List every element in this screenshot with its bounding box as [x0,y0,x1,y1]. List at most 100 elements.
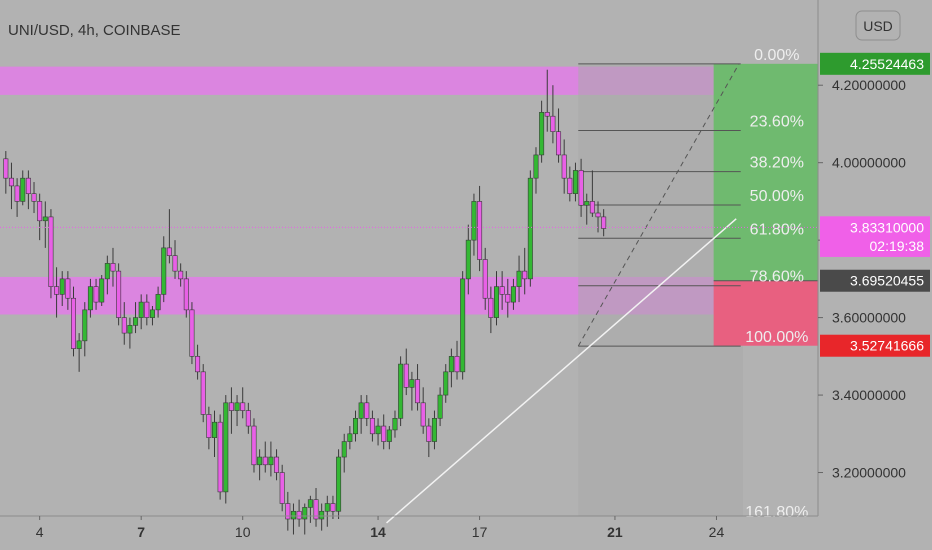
candle [341,433,347,473]
candle-body [240,402,246,411]
candle-body [37,201,43,222]
candle [14,178,20,217]
candle [127,317,133,349]
candle-body [172,255,178,272]
position-loss-area[interactable] [713,280,819,346]
position-profit-area[interactable] [713,63,819,281]
candle [375,418,381,446]
candle-body [189,309,195,357]
price-badge-bg [820,216,930,239]
candle [155,286,161,318]
candle-body [144,301,150,318]
candle [533,147,539,194]
candle-body [431,418,437,442]
candle-body [195,356,201,373]
candle [454,340,460,380]
candle [144,294,150,326]
candle [183,271,189,318]
candle-body [358,402,364,419]
candle-body [448,356,454,373]
candle-body [415,379,421,404]
candle [381,414,387,450]
candle [234,395,240,427]
time-axis[interactable]: 4 7 10 14 17 21 24 [36,516,725,540]
candle-body [166,247,172,256]
candle-body [302,507,308,520]
candle [54,267,60,318]
candle [82,302,88,357]
candle-body [477,201,483,260]
candle [76,333,82,372]
candle-body [567,177,573,194]
candle [212,410,218,458]
candle-body [262,456,268,466]
candle-body [313,499,319,520]
candle [31,182,37,214]
price-badge-label: 3.83310000 [850,219,924,235]
price-badge: 3.69520455 [820,269,930,292]
fib-trend-line[interactable] [577,63,740,347]
candle [313,488,319,527]
candle [189,302,195,365]
fib-level-label: 0.00% [754,47,799,64]
currency-button-bg[interactable] [855,10,901,41]
candle [206,406,212,450]
candle-body [426,425,432,442]
candle-body [527,177,533,280]
candle [561,139,567,194]
candle-body [352,418,358,435]
candle-body [206,414,212,438]
candle-body [409,379,415,388]
candle-body [544,112,550,117]
candle-body [116,270,122,318]
candle-body [454,356,460,373]
currency-button[interactable]: USD [855,10,901,41]
candle-body [522,270,528,280]
price-tick-label: 4.00000000 [832,155,906,171]
candle [116,263,122,326]
candle-body [93,286,99,303]
candle [398,356,404,427]
candle-body [87,286,93,311]
trendline-group[interactable] [386,218,737,524]
candle [172,240,178,279]
candle [166,209,172,264]
candle [3,151,9,194]
candle-body [104,263,110,280]
candle [302,503,308,535]
candle [527,170,533,287]
price-badge-bg [820,334,930,357]
candle [488,286,494,334]
candle-body [505,294,511,303]
long-position[interactable] [578,63,819,516]
candle [443,364,449,403]
price-badge: 4.25524463 [820,52,930,75]
candle-body [245,410,251,427]
price-badge-label: 02:19:38 [870,238,925,254]
candle [257,449,263,481]
candle-body [127,325,133,334]
price-badge-label: 3.69520455 [850,273,924,289]
price-tick-label: 3.60000000 [832,310,906,326]
chart-title: UNI/USD, 4h, COINBASE [8,22,181,39]
candle-body [307,499,313,508]
candle [437,387,443,427]
candle [369,410,375,442]
candle-body [279,472,285,504]
candle [482,247,488,310]
candle [471,193,477,256]
currency-button-label[interactable]: USD [863,18,893,34]
candle [37,193,43,241]
candle [324,495,330,527]
candle [601,209,607,237]
candle [285,491,291,531]
time-tick-label: 17 [472,524,488,540]
candle [364,395,370,427]
candle [296,499,302,527]
price-badge: 3.83310000 [820,216,930,239]
candle [217,414,223,500]
candle-body [561,154,567,179]
candle-body [341,441,347,458]
trendline[interactable] [386,218,737,524]
